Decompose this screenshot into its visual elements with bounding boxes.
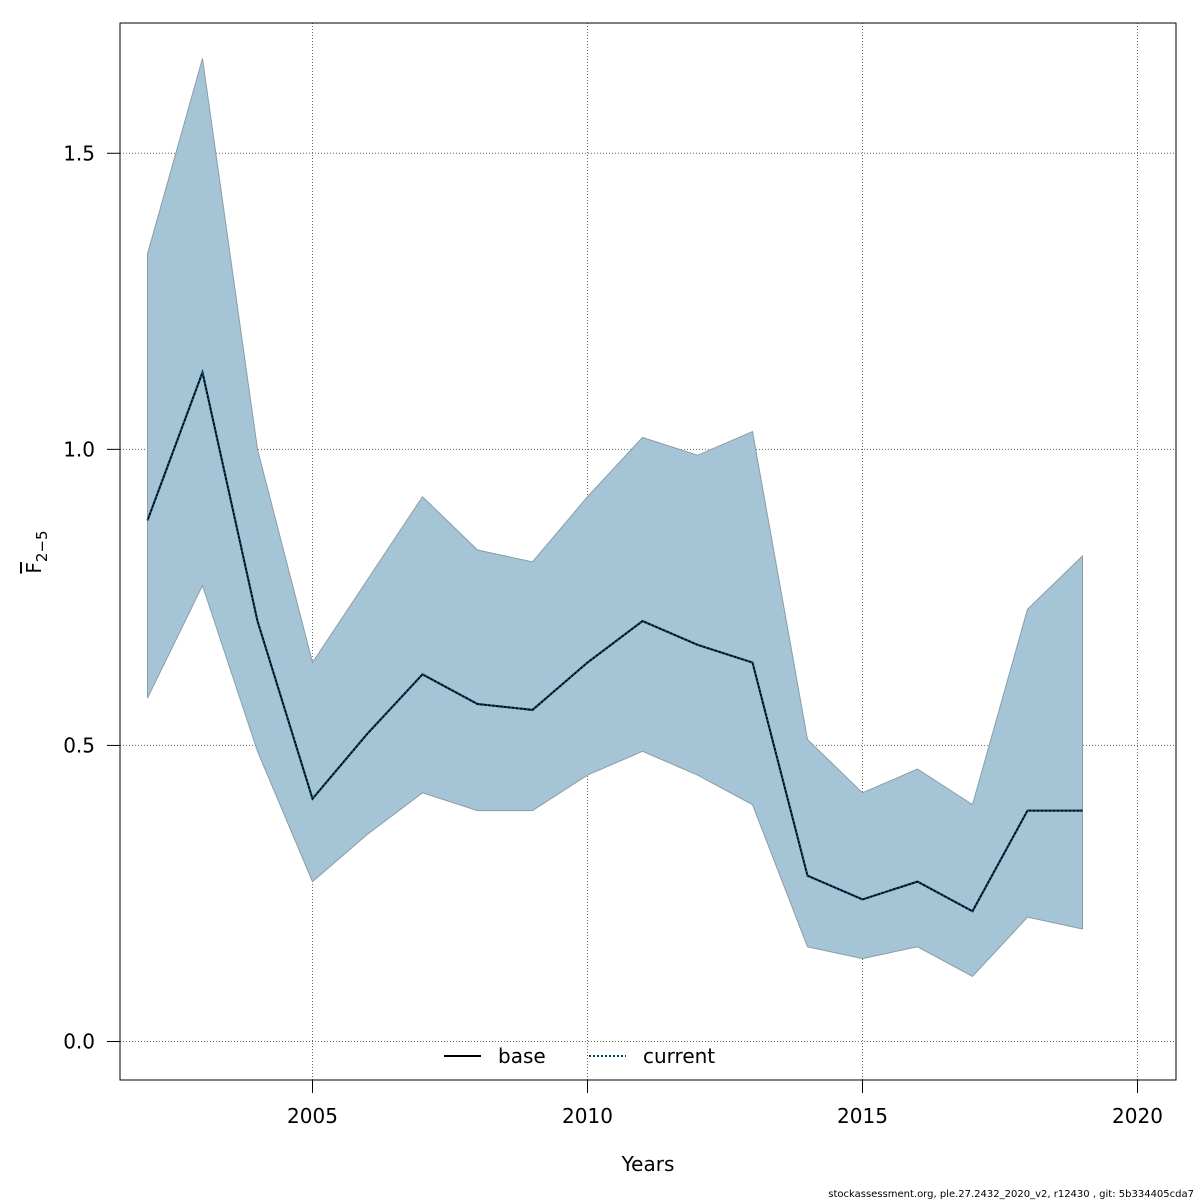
- series-lines: [146, 368, 1083, 913]
- y-axis-title-main: F: [22, 562, 46, 574]
- y-axis: 0.0 0.5 1.0 1.5: [63, 141, 120, 1054]
- y-tick-label-3: 1.5: [63, 141, 95, 165]
- y-tick-label-0: 0.0: [63, 1030, 95, 1054]
- y-axis-title-sub: 2−5: [33, 530, 51, 562]
- x-axis-title: Years: [621, 1152, 675, 1176]
- y-axis-title: F2−5: [22, 530, 51, 573]
- x-tick-label-1: 2010: [562, 1104, 613, 1128]
- confidence-band-area: [147, 58, 1083, 977]
- y-tick-label-1: 0.5: [63, 733, 95, 757]
- legend: base current: [444, 1044, 715, 1068]
- plot-frame: [119, 22, 1177, 1081]
- confidence-band: [147, 58, 1083, 977]
- y-tick-label-2: 1.0: [63, 437, 95, 461]
- x-tick-label-2: 2015: [837, 1104, 888, 1128]
- x-axis: 2005 2010 2015 2020: [287, 1080, 1163, 1128]
- legend-label-current: current: [643, 1044, 715, 1068]
- footer-text: stockassessment.org, ple.27.2432_2020_v2…: [828, 1189, 1194, 1200]
- x-tick-label-0: 2005: [287, 1104, 338, 1128]
- svg-text:F2−5: F2−5: [22, 530, 51, 573]
- series-line-current: [146, 368, 1083, 913]
- legend-label-base: base: [498, 1044, 546, 1068]
- x-tick-label-3: 2020: [1112, 1104, 1163, 1128]
